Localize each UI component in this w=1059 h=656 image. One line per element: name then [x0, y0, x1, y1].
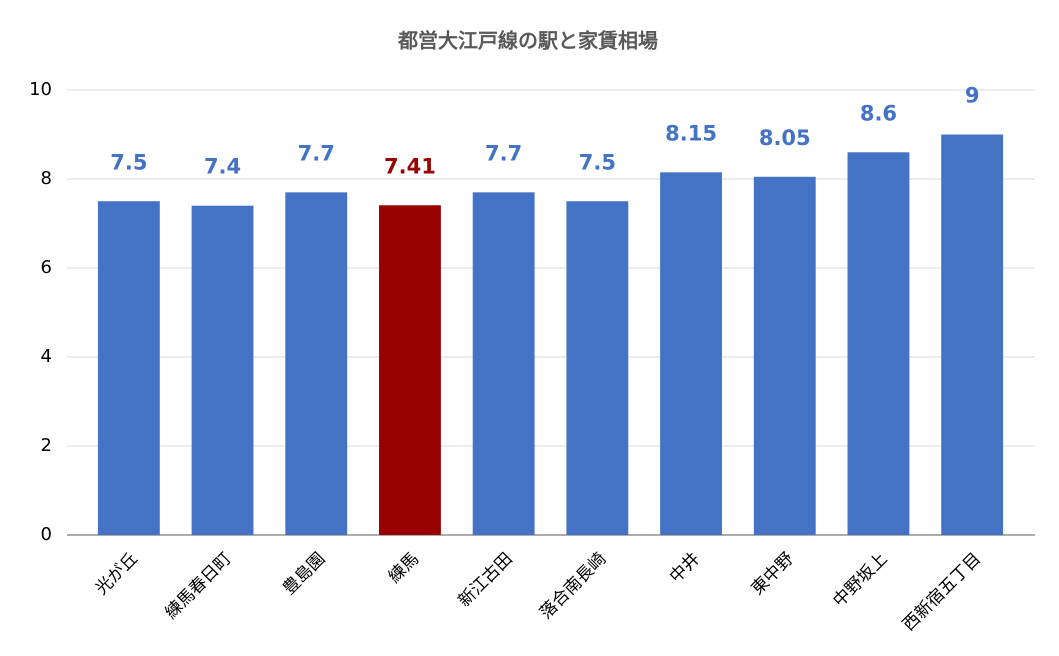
x-tick-label: 東中野	[748, 549, 798, 599]
value-label: 7.7	[298, 141, 335, 165]
value-label: 8.05	[759, 126, 811, 150]
value-label: 7.4	[204, 155, 241, 179]
x-tick-label: 光が丘	[92, 549, 142, 599]
x-tick-label: 練馬春日町	[161, 549, 235, 623]
bar	[753, 176, 816, 535]
bar	[379, 205, 441, 535]
x-tick-label: 豊島園	[279, 549, 329, 599]
bar	[660, 172, 722, 535]
bar	[285, 192, 348, 535]
x-tick-label: 練馬	[385, 549, 423, 587]
y-tick-label: 4	[41, 346, 52, 367]
y-tick-label: 0	[41, 524, 52, 545]
value-label: 7.5	[579, 150, 616, 174]
value-label: 8.6	[860, 101, 897, 125]
bar	[847, 152, 910, 536]
x-tick-label: 中野坂上	[829, 549, 891, 611]
y-tick-label: 8	[41, 168, 52, 189]
value-label: 7.41	[384, 154, 436, 178]
x-tick-label: 落合南長崎	[536, 549, 610, 623]
y-tick-label: 2	[41, 435, 52, 456]
chart-title: 都営大江戸線の駅と家賃相場	[397, 29, 658, 53]
value-label: 7.5	[110, 150, 147, 174]
bar	[472, 192, 535, 535]
y-tick-label: 6	[41, 257, 52, 278]
value-label: 9	[965, 84, 980, 108]
x-tick-label: 中井	[666, 549, 704, 587]
value-label: 8.15	[665, 121, 717, 145]
x-tick-label: 西新宿五丁目	[899, 549, 985, 635]
bar	[191, 205, 254, 535]
bar	[566, 201, 629, 535]
bar	[941, 134, 1004, 535]
x-tick-label: 新江古田	[454, 549, 516, 611]
bar	[97, 201, 160, 535]
value-label: 7.7	[485, 141, 522, 165]
y-tick-label: 10	[29, 79, 52, 100]
